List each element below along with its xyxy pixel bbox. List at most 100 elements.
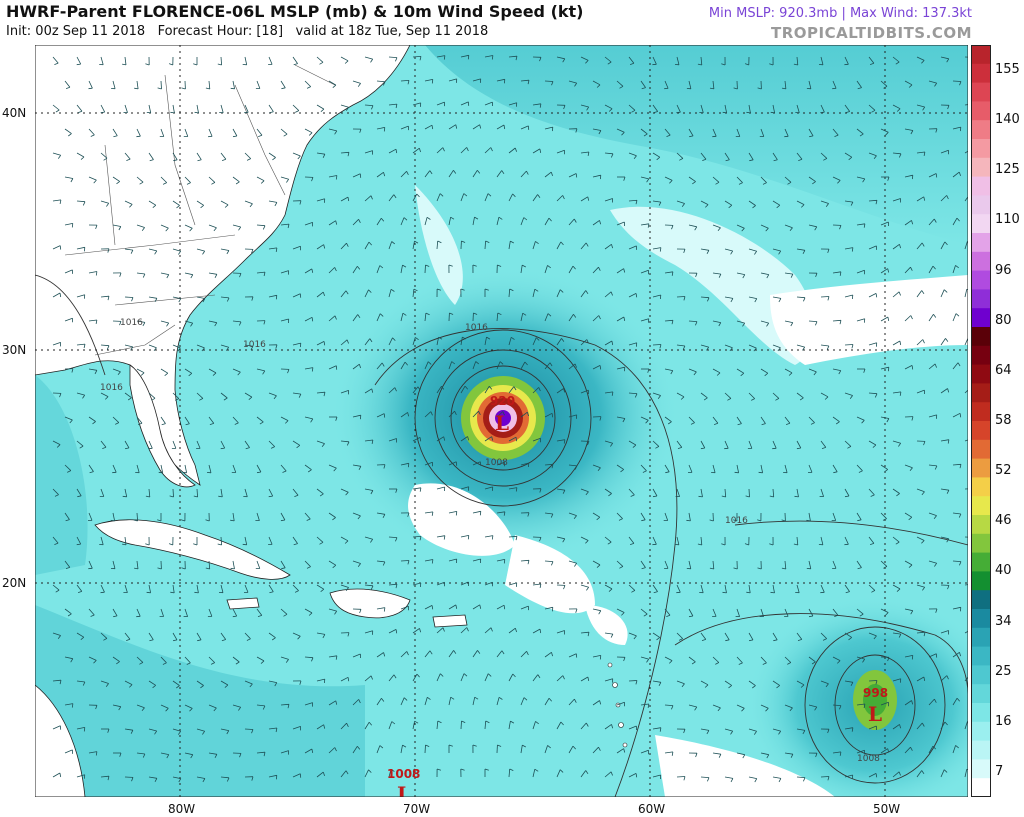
wind-barb	[748, 728, 757, 732]
wind-barb	[532, 387, 539, 394]
wind-barb	[52, 342, 61, 346]
wind-barb	[796, 152, 803, 160]
wind-barb-flag	[102, 446, 107, 449]
wind-barb	[88, 512, 93, 521]
wind-barb	[352, 363, 360, 370]
wind-barb	[772, 200, 781, 206]
wind-barb	[568, 512, 577, 516]
wind-barb	[292, 342, 301, 346]
wind-barb	[484, 486, 493, 490]
wind-barb	[124, 104, 128, 113]
wind-barb-flag	[450, 696, 455, 700]
wind-barb-flag	[958, 171, 961, 177]
wind-barb	[892, 536, 900, 543]
wind-barb-flag	[448, 744, 453, 747]
wind-barb-flag	[563, 439, 566, 444]
wind-barb-flag	[741, 708, 745, 712]
wind-barb	[256, 608, 263, 616]
wind-barb	[364, 439, 373, 442]
wind-barb-flag	[392, 337, 396, 341]
wind-barb	[892, 440, 901, 444]
wind-barb-flag	[256, 471, 261, 474]
wind-barb	[844, 536, 849, 545]
wind-barb	[100, 584, 105, 593]
wind-barb	[520, 745, 523, 754]
wind-barb-flag	[382, 561, 386, 566]
wind-barb-flag	[455, 511, 458, 516]
wind-barb	[52, 632, 61, 636]
wind-barb	[604, 340, 613, 346]
wind-barb-flag	[899, 340, 902, 346]
wind-barb	[244, 536, 248, 545]
wind-barb	[700, 632, 707, 640]
wind-barb	[928, 653, 937, 658]
wind-barb-flag	[847, 446, 852, 449]
wind-barb	[136, 608, 141, 617]
calm-area	[415, 185, 463, 305]
wind-barb	[496, 559, 505, 562]
wind-barb-flag	[585, 290, 589, 295]
wind-barb	[328, 655, 337, 658]
wind-barb	[592, 464, 601, 469]
wind-barb-flag	[430, 411, 433, 416]
wind-barb-flag	[490, 627, 493, 632]
wind-barb-flag	[551, 81, 554, 86]
wind-barb	[52, 772, 61, 778]
wind-barb	[88, 80, 93, 89]
wind-barb-flag	[451, 361, 456, 365]
wind-barb-flag	[706, 346, 710, 351]
wind-barb-flag	[381, 698, 385, 702]
wind-barb	[304, 128, 313, 134]
wind-barb	[124, 200, 133, 205]
wind-barb	[652, 104, 659, 112]
wind-barb	[688, 560, 692, 569]
wind-barb-flag	[281, 567, 286, 570]
wind-barb-flag	[443, 55, 446, 60]
wind-barb-flag	[839, 320, 842, 325]
wind-barb-flag	[407, 512, 410, 517]
wind-barb	[136, 368, 145, 374]
wind-barb-flag	[383, 172, 386, 177]
wind-barb	[412, 289, 415, 298]
wind-barb	[796, 200, 805, 205]
wind-barb	[628, 536, 635, 544]
wind-barb-flag	[239, 753, 242, 758]
wind-barb-flag	[189, 708, 193, 712]
wind-barb-flag	[538, 387, 541, 392]
wind-barb-flag	[320, 108, 325, 113]
political-borders	[64, 64, 336, 356]
wind-barb-flag	[335, 700, 338, 705]
wind-barb-flag	[573, 218, 577, 223]
wind-barb	[208, 320, 217, 324]
wind-barb-flag	[56, 444, 61, 448]
wind-barb-flag	[154, 730, 158, 735]
wind-barb	[916, 151, 925, 154]
wind-barb	[952, 265, 956, 274]
wind-barb-flag	[753, 731, 757, 735]
colorbar-swatch	[971, 477, 991, 497]
wind-barb-flag	[188, 372, 193, 377]
wind-barb-flag	[773, 159, 778, 162]
calm-area	[408, 483, 515, 556]
wind-barb	[736, 704, 745, 709]
wind-barb	[76, 774, 85, 778]
wind-barb	[376, 362, 383, 370]
wind-barb	[448, 511, 457, 514]
wind-barb	[532, 148, 541, 154]
wind-barb-flag	[733, 87, 738, 90]
wind-barb	[436, 337, 439, 346]
wind-barb-flag	[547, 745, 551, 749]
wind-barb-flag	[473, 312, 478, 315]
wind-barb	[664, 416, 672, 423]
wind-barb	[52, 245, 61, 250]
wind-barb-flag	[563, 105, 566, 110]
wind-barb-flag	[429, 170, 433, 175]
wind-barb	[676, 200, 685, 204]
wind-barb-flag	[705, 204, 709, 208]
wind-barb-flag	[393, 674, 397, 679]
wind-barb	[100, 680, 109, 684]
wind-barb-flag	[761, 423, 766, 426]
wind-barb	[508, 337, 512, 346]
wind-barb	[496, 312, 499, 322]
wind-barb-flag	[844, 495, 850, 498]
